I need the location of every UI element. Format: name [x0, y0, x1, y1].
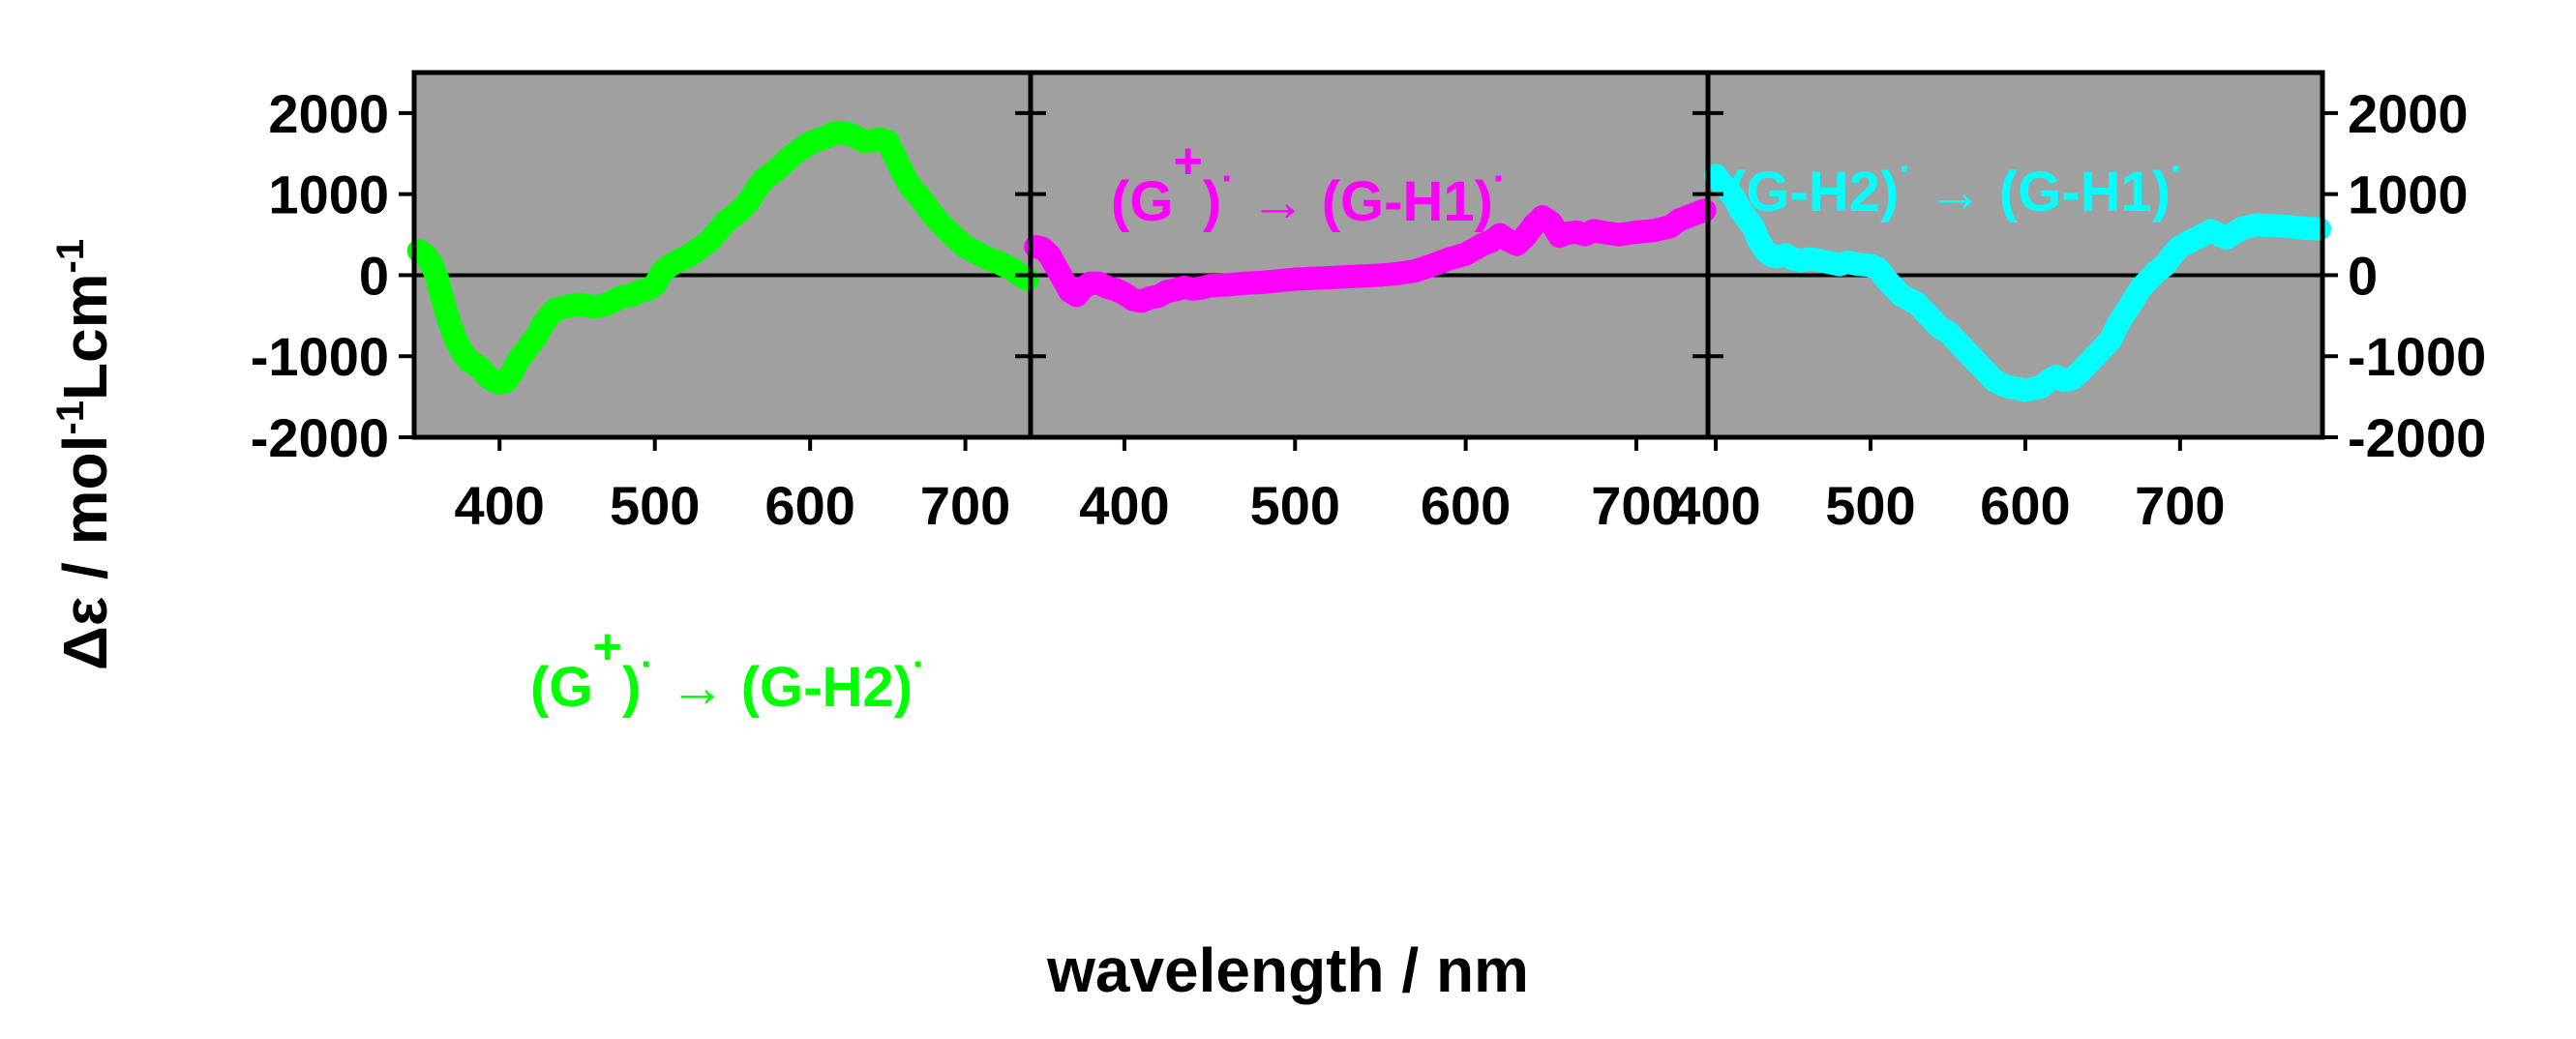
panel-3-x-tick-label: 700: [2135, 475, 2225, 536]
panel-1-data-point: [1015, 267, 1039, 291]
panel-1-annotation: (G+)· → (G-H2)·: [530, 619, 925, 719]
panel-2-data-point: [1232, 271, 1256, 295]
panel-2-data-point: [1386, 261, 1410, 285]
plot-frames: [411, 70, 2325, 440]
annotation-arrow: →: [653, 656, 740, 719]
panel-2-data-point: [1214, 273, 1239, 297]
annotation-radical-dot: ·: [641, 643, 653, 686]
panel-1-x-tick-label: 400: [455, 475, 545, 536]
y-axis-title-mid: Lcm: [50, 273, 120, 401]
panel-1-data-point: [426, 267, 450, 291]
y-tick-label-left: 1000: [268, 164, 389, 225]
y-tick-label-right: 2000: [2348, 83, 2469, 144]
panel-3-annotation: (G-H2)· → (G-H1)·: [1727, 148, 2183, 223]
panel-1-x-tick-label: 700: [920, 475, 1010, 536]
panel-2-data-point: [1368, 263, 1393, 287]
annotations: (G+)· → (G-H2)·(G+)· → (G-H1)· (G-H2)· → …: [530, 134, 2183, 719]
panel-2-data-point: [1607, 223, 1632, 247]
y-tick-label-right: -2000: [2348, 407, 2486, 468]
y-axis-title-main: Δε / mol: [50, 435, 120, 671]
panel-2-data-point: [1283, 267, 1307, 291]
panel-2-data-point: [1334, 265, 1359, 289]
y-tick-label-left: 2000: [268, 83, 389, 144]
panel-2-data-point: [1249, 271, 1273, 294]
annotation-radical-dot: ·: [1899, 148, 1911, 191]
annotation-close-paren: ): [622, 656, 641, 719]
y-axis-title: Δε / mol-1Lcm-1: [49, 239, 120, 670]
annotation-product: (G-H1): [1999, 161, 2171, 223]
annotation-radical-dot: ·: [2171, 148, 2183, 191]
annotation-close-paren: ): [1203, 170, 1221, 233]
annotation-superscript: +: [592, 619, 621, 675]
panel-3-x-tick-label: 400: [1670, 475, 1760, 536]
panel-2-data-point: [1692, 198, 1717, 223]
y-tick-label-right: 1000: [2348, 164, 2469, 225]
panel-1-x-tick-label: 600: [764, 475, 854, 536]
panel-2-x-tick-label: 500: [1250, 475, 1340, 536]
panel-2-background: [1031, 73, 1708, 437]
axis-ticks: [399, 110, 2338, 451]
y-axis-title-exp1: -1: [49, 401, 92, 435]
panel-2-data-point: [1351, 264, 1375, 288]
annotation-base: (G: [1111, 170, 1173, 233]
panel-1-x-tick-label: 500: [610, 475, 700, 536]
panel-3-data-point: [2307, 217, 2331, 241]
panel-2-data-point: [1590, 221, 1614, 244]
panel-2-x-tick-label: 400: [1079, 475, 1169, 536]
panel-2-data-point: [1266, 269, 1290, 293]
annotation-base: (G-H2): [1727, 161, 1899, 223]
y-tick-label-left: -1000: [251, 326, 389, 387]
annotation-superscript: +: [1173, 134, 1202, 190]
y-tick-label-left: -2000: [251, 407, 389, 468]
panel-2-data-point: [1317, 266, 1341, 289]
annotation-radical-dot: ·: [913, 643, 925, 686]
panel-3-x-tick-label: 600: [1980, 475, 2070, 536]
y-tick-label-left: 0: [359, 245, 389, 306]
panel-2-data-point: [1198, 274, 1222, 298]
panel-3-x-tick-label: 500: [1825, 475, 1915, 536]
annotation-arrow: →: [1912, 161, 1999, 223]
y-tick-label-right: 0: [2348, 245, 2378, 306]
annotation-radical-dot: ·: [1221, 158, 1234, 200]
panel-1-data-point: [432, 291, 456, 315]
panel-2-x-tick-label: 600: [1421, 475, 1511, 536]
panel-2-x-tick-label: 700: [1591, 475, 1681, 536]
panel-2-data-point: [1300, 266, 1324, 290]
x-axis-title: wavelength / nm: [1046, 935, 1529, 1005]
panel-2-data-point: [1453, 242, 1478, 266]
annotation-base: (G: [530, 656, 592, 719]
annotation-product: (G-H2): [741, 656, 913, 719]
panel-2-annotation: (G+)· → (G-H1)·: [1111, 134, 1506, 233]
annotation-arrow: →: [1234, 170, 1321, 233]
y-axis-title-exp2: -1: [49, 239, 92, 274]
annotation-radical-dot: ·: [1493, 158, 1506, 200]
y-tick-label-right: -1000: [2348, 326, 2486, 387]
annotation-product: (G-H1): [1322, 170, 1493, 233]
panel-2-data-point: [1624, 221, 1648, 244]
outer-frame: [411, 70, 2325, 440]
plot-backgrounds: [414, 73, 2322, 437]
